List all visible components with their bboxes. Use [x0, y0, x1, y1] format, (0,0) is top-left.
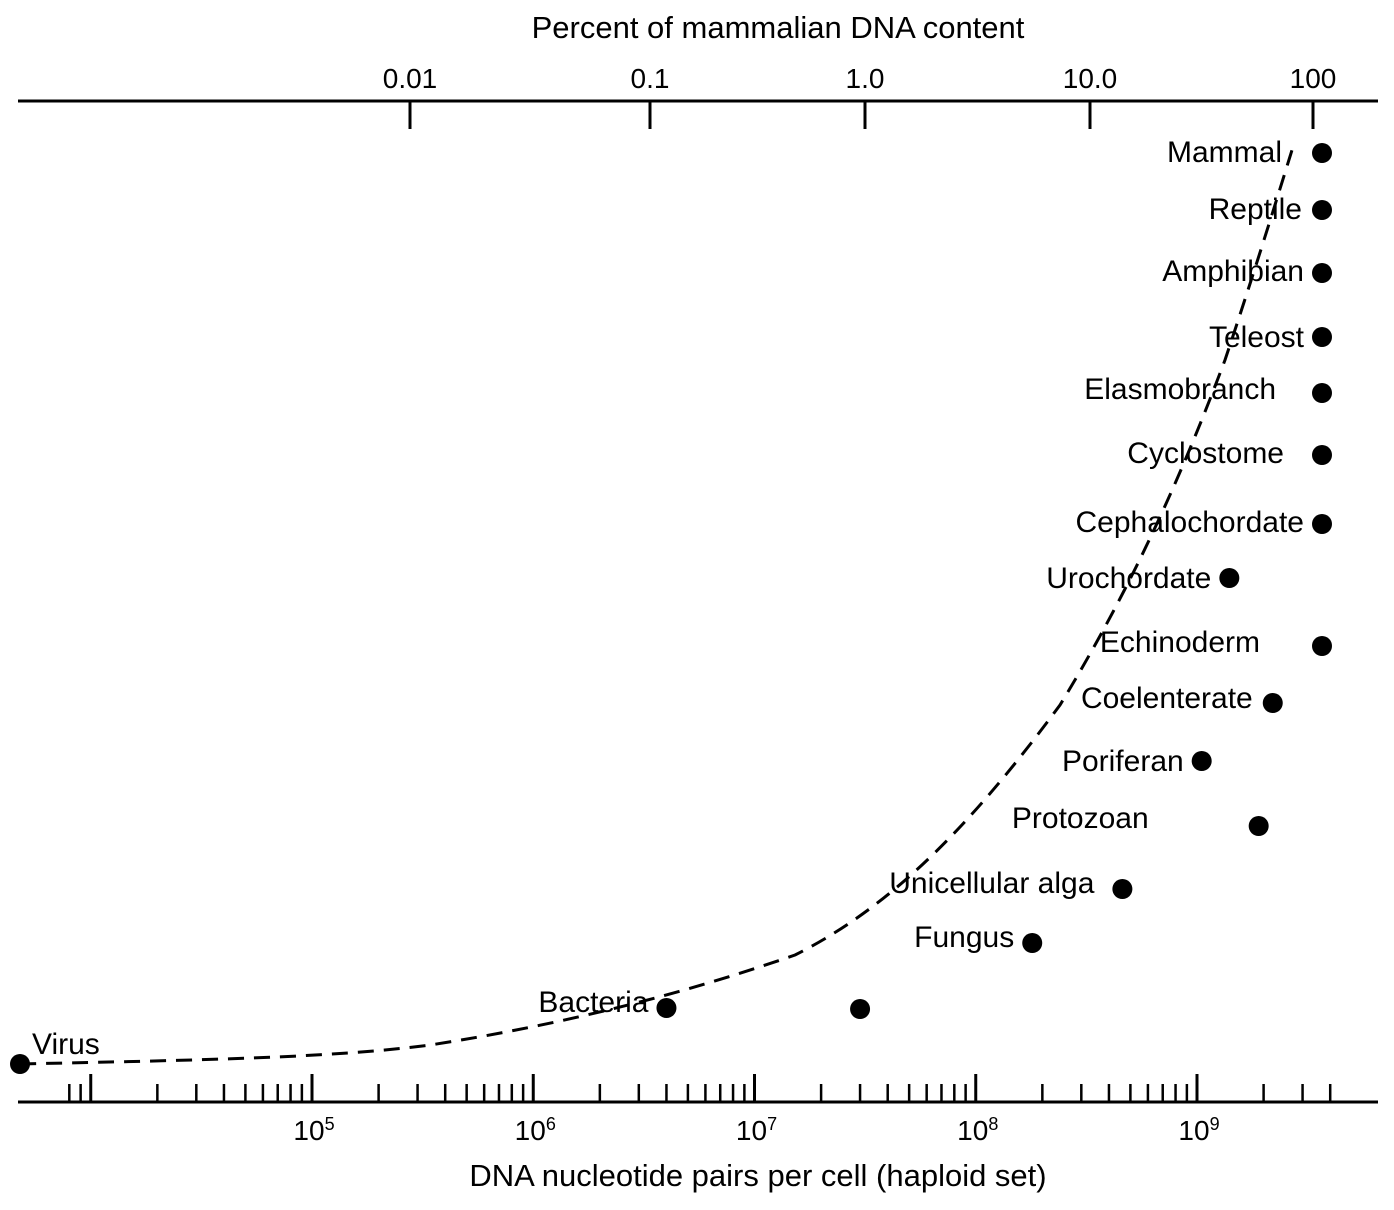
data-point	[1312, 143, 1332, 163]
data-point	[1312, 327, 1332, 347]
point-label: Fungus	[914, 921, 1014, 954]
point-label: Amphibian	[1162, 255, 1304, 288]
point-label: Unicellular alga	[889, 867, 1094, 900]
data-point	[656, 998, 677, 1018]
bottom-tick-label: 106	[515, 1114, 556, 1146]
top-tick-label: 1.0	[846, 63, 885, 94]
top-tick-label: 10.0	[1063, 63, 1118, 94]
data-point	[1248, 816, 1269, 836]
bottom-tick-label: 108	[957, 1114, 998, 1146]
top-tick-label: 0.1	[631, 63, 670, 94]
bottom-axis-title: DNA nucleotide pairs per cell (haploid s…	[469, 1158, 1046, 1193]
data-point	[1191, 751, 1212, 771]
point-label: Coelenterate	[1081, 682, 1253, 715]
data-point	[1312, 263, 1332, 283]
data-point	[1112, 879, 1133, 899]
point-label: Mammal	[1167, 136, 1282, 169]
bottom-axis-ticks: 105 106 107 108 109	[68, 1074, 1332, 1146]
top-tick-label: 0.01	[383, 63, 438, 94]
data-point	[1312, 636, 1332, 656]
top-axis-title: Percent of mammalian DNA content	[532, 10, 1025, 45]
data-point	[1312, 383, 1332, 403]
data-point	[850, 999, 871, 1019]
bottom-tick-label: 109	[1178, 1114, 1219, 1146]
bottom-tick-label: 107	[736, 1114, 777, 1146]
data-point	[1219, 568, 1240, 588]
data-point	[1312, 445, 1332, 465]
point-label: Cephalochordate	[1075, 506, 1304, 539]
point-label: Virus	[32, 1028, 100, 1061]
point-label: Protozoan	[1012, 802, 1149, 835]
point-label: Urochordate	[1046, 562, 1211, 595]
point-label: Bacteria	[538, 986, 648, 1019]
data-points: Virus Bacteria Fungus Unicellular alga Proto…	[10, 136, 1332, 1074]
bottom-tick-label: 105	[293, 1114, 334, 1146]
point-label: Cyclostome	[1127, 437, 1284, 470]
data-point	[1022, 933, 1043, 953]
point-label: Reptile	[1209, 193, 1302, 226]
point-label: Echinoderm	[1100, 626, 1260, 659]
top-axis-ticks: 0.01 0.1 1.0 10.0 100	[383, 63, 1337, 129]
point-label: Poriferan	[1062, 745, 1184, 778]
trend-curve	[19, 149, 1294, 1066]
data-point	[10, 1054, 30, 1074]
data-point	[1312, 514, 1332, 534]
point-label: Elasmobranch	[1084, 373, 1276, 406]
data-point	[1312, 200, 1332, 220]
data-point	[1262, 693, 1283, 713]
top-tick-label: 100	[1290, 63, 1337, 94]
point-label: Teleost	[1209, 321, 1305, 354]
